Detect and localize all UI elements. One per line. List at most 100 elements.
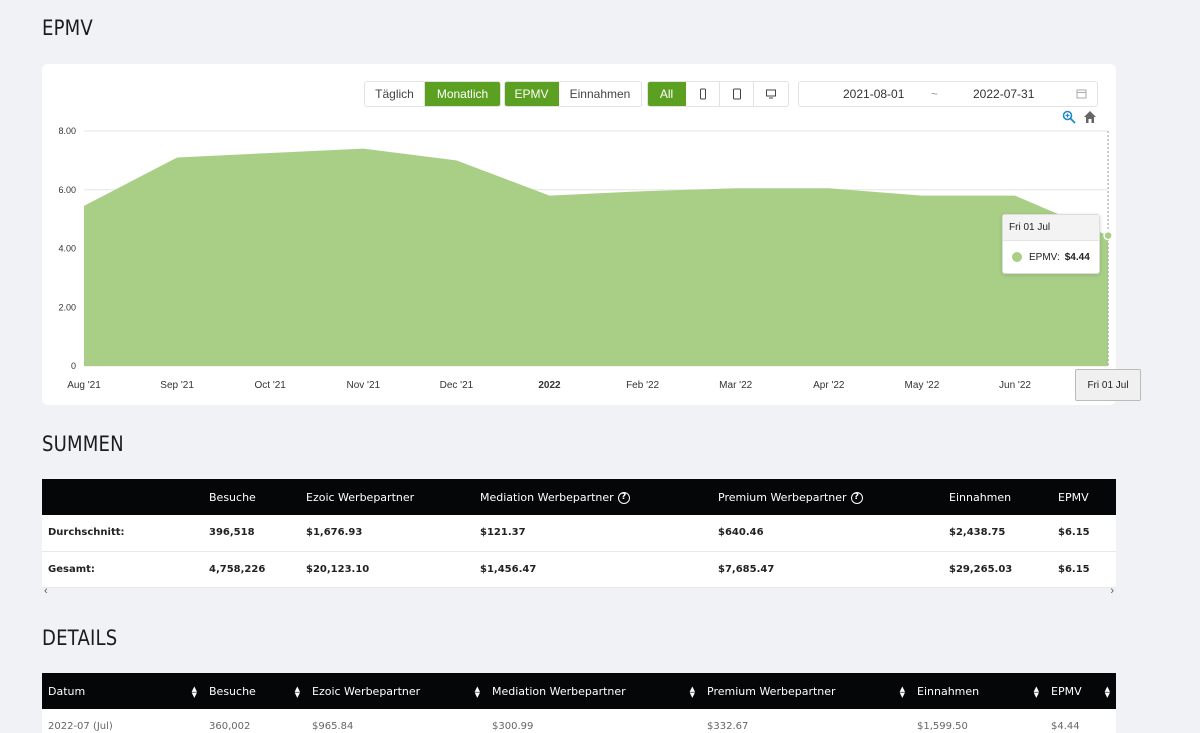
cell-epmv: $6.15: [1052, 551, 1116, 588]
summen-col-visits: Besuche: [203, 479, 300, 515]
cell-ezoic: $20,123.10: [300, 551, 474, 588]
summen-col-epmv: EPMV: [1052, 479, 1116, 515]
tablet-icon: [732, 88, 741, 100]
row-label: Durchschnitt:: [42, 515, 203, 552]
tooltip-date: Fri 01 Jul: [1003, 215, 1099, 241]
x-tick-label: Jun '22: [999, 380, 1031, 391]
crosshair-x-label: Fri 01 Jul: [1075, 369, 1141, 401]
cell-ezoic: $965.84: [306, 709, 486, 733]
device-toggle: All: [647, 81, 789, 107]
scroll-right-icon[interactable]: ›: [1110, 585, 1114, 597]
mobile-icon: [699, 88, 706, 100]
cell-ezoic: $1,676.93: [300, 515, 474, 552]
table-row: Gesamt: 4,758,226 $20,123.10 $1,456.47 $…: [42, 551, 1116, 588]
chart-tools: [1062, 110, 1097, 124]
sort-icon[interactable]: ▲ ▼: [294, 684, 300, 699]
details-col-epmv[interactable]: EPMV ▲ ▼: [1045, 673, 1116, 709]
x-tick-label: Feb '22: [626, 380, 659, 391]
x-tick-label: Dec '21: [440, 380, 474, 391]
metric-revenue-button[interactable]: Einnahmen: [559, 82, 641, 106]
epmv-area-chart: 8.00 6.00 4.00 2.00 0 Aug '21 Sep '21 Oct '21 No…: [58, 126, 1113, 391]
details-col-premium-label: Premium Werbepartner: [707, 684, 836, 698]
cell-premium: $640.46: [712, 515, 943, 552]
details-title: DETAILS: [42, 626, 118, 650]
sort-icon[interactable]: ▲ ▼: [689, 684, 695, 699]
cell-date: 2022-07 (Jul): [42, 709, 203, 733]
sort-icon[interactable]: ▲ ▼: [1033, 684, 1039, 699]
cell-epmv: $6.15: [1052, 515, 1116, 552]
summen-col-premium-label: Premium Werbepartner: [718, 490, 847, 504]
cell-visits: 360,002: [203, 709, 306, 733]
details-col-epmv-label: EPMV: [1051, 684, 1082, 698]
y-tick-label: 4.00: [58, 244, 76, 254]
x-tick-label: Apr '22: [813, 380, 845, 391]
summen-col-label: [42, 479, 203, 515]
date-range-picker[interactable]: 2021-08-01 ~ 2022-07-31: [798, 81, 1098, 107]
device-desktop-button[interactable]: [754, 82, 788, 106]
details-col-revenue-label: Einnahmen: [917, 684, 980, 698]
sort-icon[interactable]: ▲ ▼: [191, 684, 197, 699]
summen-col-mediation: Mediation Werbepartner?: [474, 479, 712, 515]
details-col-visits[interactable]: Besuche ▲ ▼: [203, 673, 306, 709]
home-icon[interactable]: [1083, 110, 1097, 124]
period-daily-button[interactable]: Täglich: [365, 82, 425, 106]
summen-table: Besuche Ezoic Werbepartner Mediation Wer…: [42, 479, 1116, 588]
details-col-date[interactable]: Datum ▲ ▼: [42, 673, 203, 709]
device-tablet-button[interactable]: [720, 82, 754, 106]
details-col-revenue[interactable]: Einnahmen ▲ ▼: [911, 673, 1045, 709]
device-all-button[interactable]: All: [648, 82, 686, 106]
x-tick-label: Mar '22: [719, 380, 752, 391]
x-tick-label: May '22: [905, 380, 940, 391]
y-tick-label: 2.00: [58, 302, 76, 312]
summen-col-revenue: Einnahmen: [943, 479, 1052, 515]
sort-icon[interactable]: ▲ ▼: [1104, 684, 1110, 699]
details-col-visits-label: Besuche: [209, 684, 256, 698]
summen-col-ezoic: Ezoic Werbepartner: [300, 479, 474, 515]
tooltip-series-name: EPMV:: [1029, 251, 1060, 263]
epmv-area-series: [84, 148, 1109, 366]
x-tick-label: Nov '21: [347, 380, 381, 391]
cell-premium: $7,685.47: [712, 551, 943, 588]
details-col-premium[interactable]: Premium Werbepartner ▲ ▼: [701, 673, 911, 709]
x-tick-label: Sep '21: [160, 380, 194, 391]
epmv-title: EPMV: [42, 16, 93, 40]
tooltip-value: $4.44: [1064, 251, 1090, 263]
summen-scrollbar[interactable]: ‹ ›: [42, 585, 1116, 598]
cell-mediation: $300.99: [486, 709, 701, 733]
y-tick-label: 8.00: [58, 126, 76, 136]
cell-epmv: $4.44: [1045, 709, 1116, 733]
cell-revenue: $1,599.50: [911, 709, 1045, 733]
device-mobile-button[interactable]: [686, 82, 720, 106]
chart-tooltip: Fri 01 Jul EPMV: $4.44: [1002, 214, 1100, 274]
cell-visits: 4,758,226: [203, 551, 300, 588]
details-col-mediation[interactable]: Mediation Werbepartner ▲ ▼: [486, 673, 701, 709]
calendar-icon: [1076, 89, 1087, 99]
summen-title: SUMMEN: [42, 432, 124, 456]
hover-point: [1103, 230, 1113, 241]
tooltip-series-dot: [1012, 252, 1022, 262]
details-col-date-label: Datum: [48, 684, 86, 698]
metric-toggle: EPMV Einnahmen: [504, 81, 642, 107]
date-separator: ~: [931, 87, 939, 101]
row-label: Gesamt:: [42, 551, 203, 588]
period-monthly-button[interactable]: Monatlich: [425, 82, 500, 106]
help-icon[interactable]: ?: [617, 491, 630, 504]
sort-icon[interactable]: ▲ ▼: [899, 684, 905, 699]
x-tick-label: 2022: [538, 380, 561, 391]
details-col-ezoic[interactable]: Ezoic Werbepartner ▲ ▼: [306, 673, 486, 709]
cell-mediation: $1,456.47: [474, 551, 712, 588]
summen-col-premium: Premium Werbepartner?: [712, 479, 943, 515]
summen-col-mediation-label: Mediation Werbepartner: [480, 490, 614, 504]
cell-revenue: $29,265.03: [943, 551, 1052, 588]
details-col-ezoic-label: Ezoic Werbepartner: [312, 684, 421, 698]
period-toggle: Täglich Monatlich: [364, 81, 501, 107]
date-from: 2021-08-01: [843, 87, 905, 101]
metric-epmv-button[interactable]: EPMV: [505, 82, 559, 106]
desktop-icon: [766, 89, 776, 99]
scroll-left-icon[interactable]: ‹: [44, 585, 48, 597]
help-icon[interactable]: ?: [850, 491, 863, 504]
details-col-mediation-label: Mediation Werbepartner: [492, 684, 626, 698]
details-table: Datum ▲ ▼ Besuche ▲ ▼ Ezoic Werbepartner ▲ ▼ M…: [42, 673, 1116, 733]
zoom-icon[interactable]: [1062, 110, 1076, 124]
sort-icon[interactable]: ▲ ▼: [474, 684, 480, 699]
